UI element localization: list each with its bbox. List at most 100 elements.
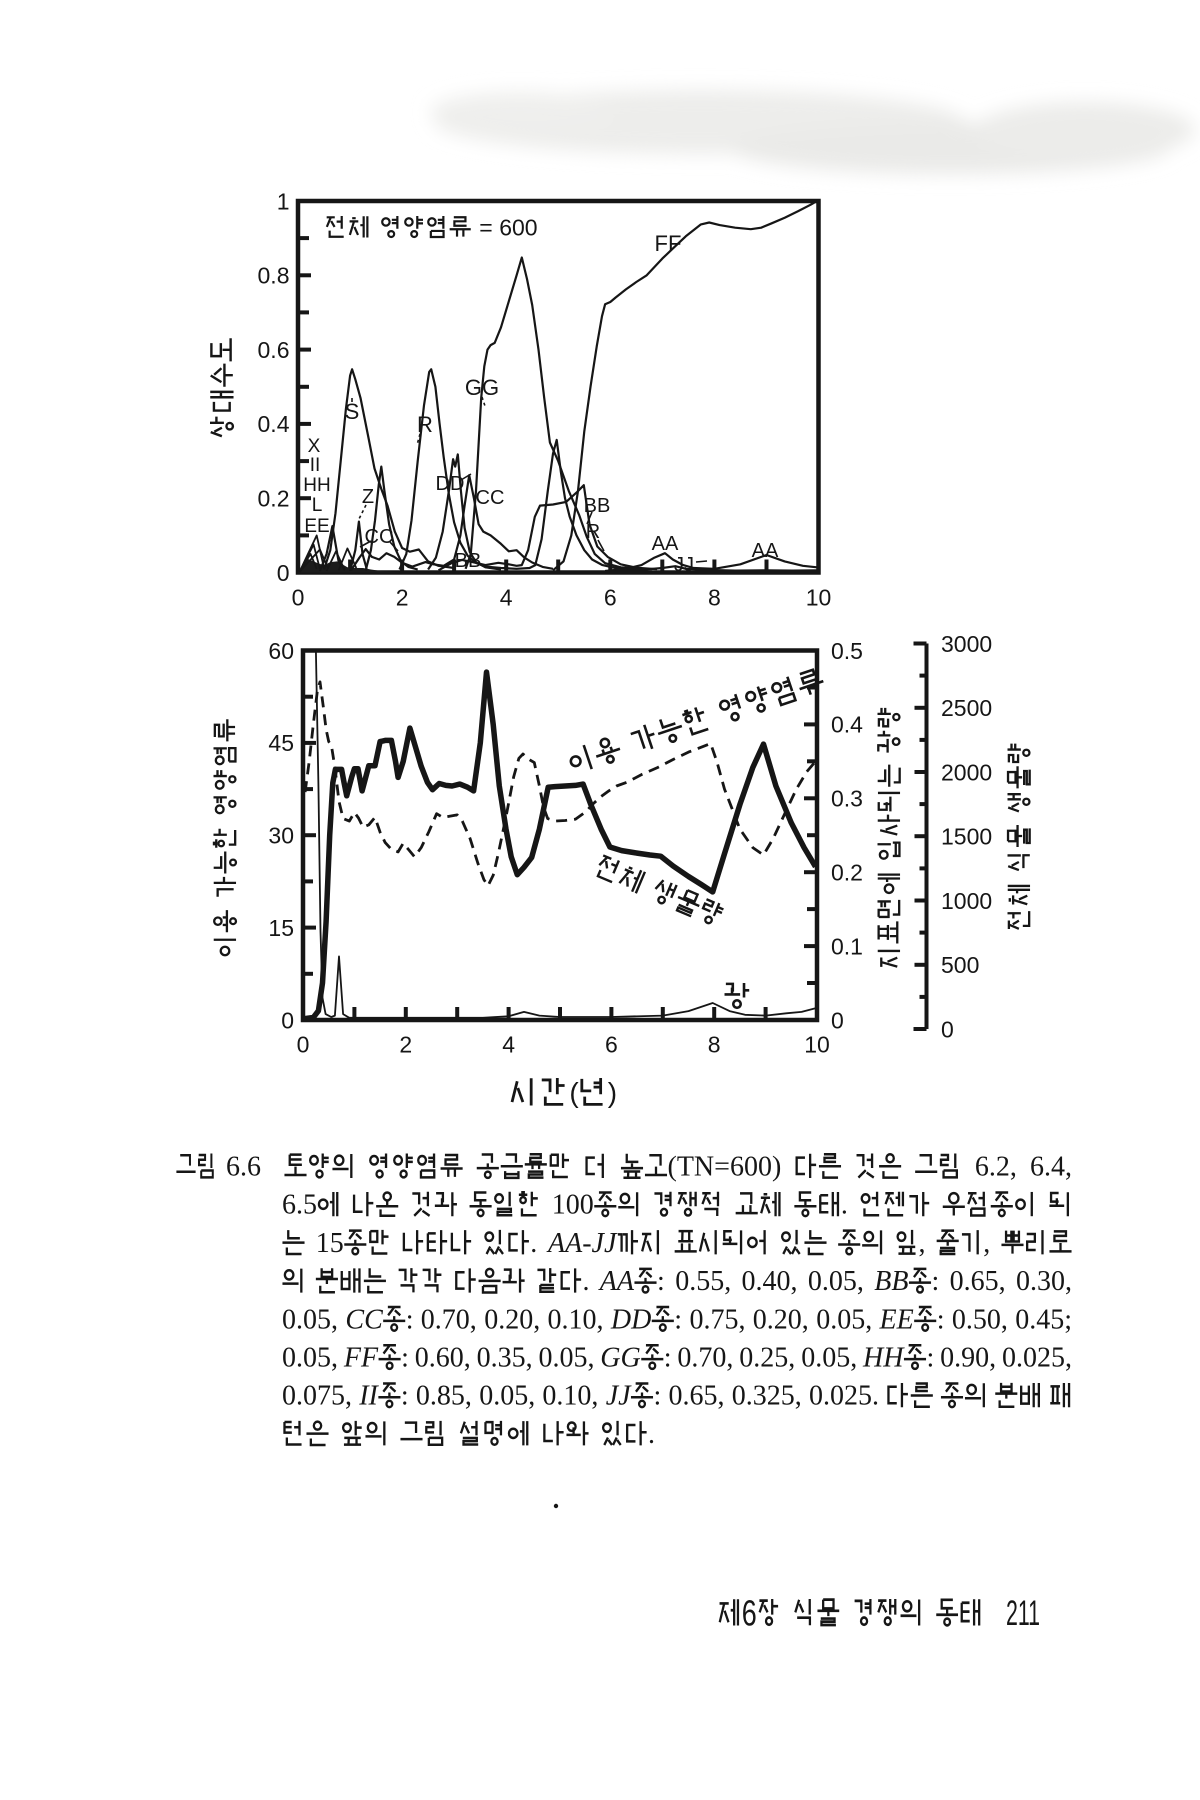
svg-text:2: 2 (399, 1031, 412, 1057)
svg-text:0.65,: 0.65, (950, 1266, 1006, 1297)
svg-text:.: . (583, 1266, 590, 1297)
svg-text:GG: GG (465, 375, 499, 400)
svg-text:): ) (608, 1077, 617, 1108)
svg-text:10: 10 (806, 584, 832, 610)
svg-text:8: 8 (708, 584, 721, 610)
svg-text::: : (674, 1304, 682, 1335)
svg-text:0.4: 0.4 (831, 712, 863, 738)
svg-text::: : (406, 1304, 414, 1335)
svg-text:0.05,: 0.05, (282, 1343, 338, 1374)
svg-text:6.6: 6.6 (226, 1152, 261, 1183)
svg-text:0.10,: 0.10, (542, 1381, 598, 1412)
svg-text:0.325,: 0.325, (732, 1381, 802, 1412)
svg-text:6: 6 (742, 1593, 757, 1634)
svg-text::: : (654, 1381, 662, 1412)
svg-text:2: 2 (396, 584, 409, 610)
svg-text:500: 500 (941, 952, 979, 978)
svg-text:0.10,: 0.10, (548, 1304, 604, 1335)
svg-text:0.8: 0.8 (258, 263, 290, 289)
svg-text:0.25,: 0.25, (739, 1343, 795, 1374)
svg-text:BB: BB (584, 495, 611, 517)
svg-text:0.05,: 0.05, (808, 1266, 864, 1297)
svg-text:0: 0 (277, 560, 290, 586)
svg-text:DD: DD (610, 1304, 651, 1335)
svg-text:R: R (417, 412, 433, 437)
svg-text:6.5: 6.5 (282, 1190, 317, 1221)
svg-text:10: 10 (804, 1031, 830, 1057)
svg-text:3000: 3000 (941, 631, 992, 657)
svg-text:211: 211 (1006, 1594, 1040, 1633)
svg-text:0.05,: 0.05, (816, 1304, 872, 1335)
svg-text:AA: AA (652, 533, 679, 555)
svg-text::: : (401, 1343, 409, 1374)
svg-text:0.2: 0.2 (258, 486, 290, 512)
svg-text:FF: FF (655, 231, 682, 256)
svg-text:R: R (586, 521, 600, 543)
svg-text:30: 30 (268, 823, 294, 849)
svg-text:(: ( (569, 1077, 579, 1108)
svg-text:EE: EE (304, 516, 329, 537)
svg-text:4: 4 (502, 1031, 515, 1057)
svg-text:1000: 1000 (941, 888, 992, 914)
svg-text:.: . (841, 1190, 848, 1221)
svg-text:0.60,: 0.60, (415, 1343, 471, 1374)
svg-text:CC: CC (345, 1304, 383, 1335)
svg-text:6.4,: 6.4, (1030, 1152, 1072, 1183)
svg-text:6.2,: 6.2, (975, 1152, 1017, 1183)
svg-text:0.025.: 0.025. (809, 1381, 879, 1412)
svg-text:BB: BB (455, 550, 482, 572)
svg-text:0.05,: 0.05, (282, 1304, 338, 1335)
svg-text::: : (927, 1343, 935, 1374)
svg-text:0.4: 0.4 (258, 411, 290, 437)
svg-text:AA: AA (752, 540, 779, 562)
svg-text:II: II (358, 1381, 379, 1412)
svg-text:600: 600 (499, 214, 537, 240)
svg-text:0.45;: 0.45; (1015, 1304, 1072, 1335)
svg-text:BB: BB (874, 1266, 908, 1297)
svg-text::: : (401, 1381, 409, 1412)
svg-text:0.05,: 0.05, (801, 1343, 857, 1374)
svg-text:0.20,: 0.20, (484, 1304, 540, 1335)
svg-text:0: 0 (297, 1031, 310, 1057)
svg-text:.: . (648, 1419, 655, 1450)
svg-text:(TN=600): (TN=600) (668, 1152, 782, 1183)
svg-text:0.6: 0.6 (258, 337, 290, 363)
svg-text:15: 15 (316, 1228, 344, 1259)
svg-text:0.90,: 0.90, (940, 1343, 996, 1374)
svg-text:X: X (308, 436, 321, 457)
svg-text:0.50,: 0.50, (952, 1304, 1008, 1335)
svg-text:0.5: 0.5 (831, 638, 863, 664)
svg-text:0.85,: 0.85, (416, 1381, 472, 1412)
svg-text::: : (932, 1266, 940, 1297)
svg-text::: : (657, 1266, 665, 1297)
svg-text:15: 15 (268, 915, 294, 941)
svg-text:GG: GG (600, 1343, 640, 1374)
svg-text:0: 0 (941, 1016, 954, 1042)
svg-text:0: 0 (831, 1007, 844, 1033)
svg-text:=: = (479, 214, 492, 240)
svg-text:0.65,: 0.65, (669, 1381, 725, 1412)
svg-text:0.40,: 0.40, (742, 1266, 798, 1297)
svg-text:,: , (919, 1228, 926, 1259)
svg-text:L: L (312, 495, 323, 516)
svg-text:AA-JJ: AA-JJ (546, 1228, 618, 1259)
svg-text:2500: 2500 (941, 695, 992, 721)
svg-text:DD: DD (436, 473, 465, 495)
svg-text:2000: 2000 (941, 759, 992, 785)
svg-text:60: 60 (268, 638, 294, 664)
svg-text:1500: 1500 (941, 824, 992, 850)
svg-text:8: 8 (708, 1031, 721, 1057)
svg-text::: : (664, 1343, 672, 1374)
svg-text:HH: HH (303, 475, 330, 496)
svg-text:.: . (530, 1228, 537, 1259)
svg-text:JJ: JJ (606, 1381, 632, 1412)
svg-text:6: 6 (604, 584, 617, 610)
svg-text:HH: HH (862, 1343, 905, 1374)
svg-text:0: 0 (292, 584, 305, 610)
svg-text:0.70,: 0.70, (677, 1343, 733, 1374)
svg-text:JJ: JJ (674, 554, 694, 576)
svg-text:0.075,: 0.075, (282, 1381, 352, 1412)
svg-text:100: 100 (552, 1190, 594, 1221)
svg-text:0.35,: 0.35, (477, 1343, 533, 1374)
svg-text:EE: EE (879, 1304, 914, 1335)
